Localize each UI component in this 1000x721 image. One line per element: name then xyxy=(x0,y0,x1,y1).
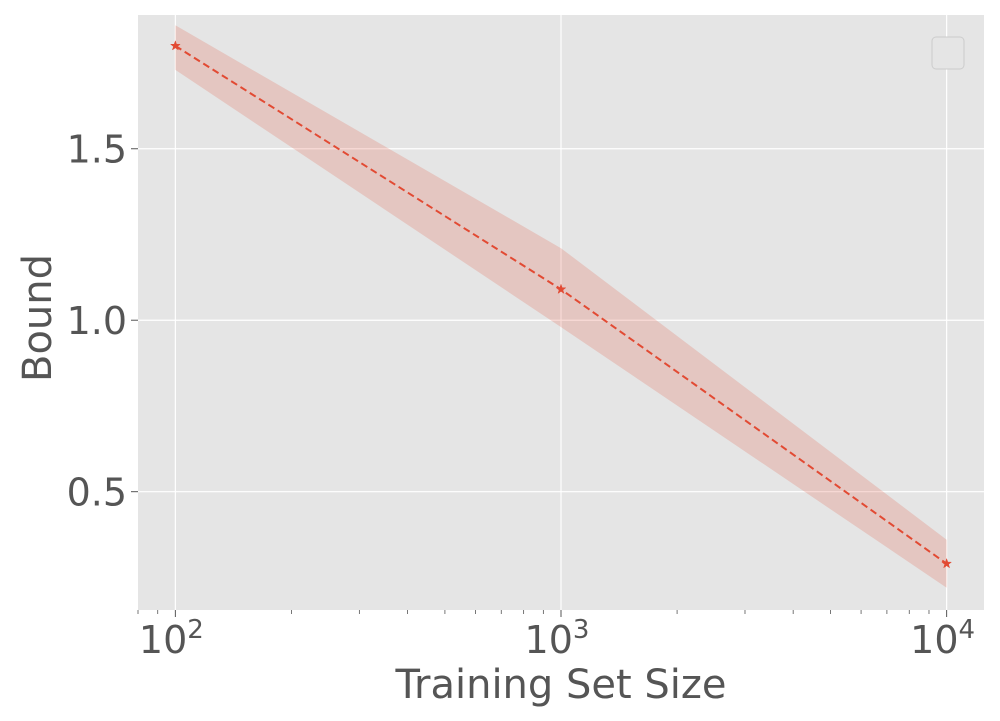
series-layer xyxy=(169,25,953,588)
data-point-star xyxy=(169,40,181,51)
confidence-band xyxy=(175,25,947,588)
data-point-star xyxy=(941,557,953,569)
y-tick-label: 0.5 xyxy=(67,471,127,515)
legend-box xyxy=(931,36,965,70)
x-tick-base: 10 xyxy=(139,618,187,662)
x-tick-exponent: 4 xyxy=(959,615,976,645)
x-tick-base: 10 xyxy=(525,618,573,662)
x-tick-base: 10 xyxy=(910,618,958,662)
x-axis-label: Training Set Size xyxy=(394,662,726,708)
x-tick-label: 103 xyxy=(525,615,590,662)
y-tick-label: 1.5 xyxy=(67,128,127,172)
x-tick-label: 102 xyxy=(139,615,204,662)
x-tick-exponent: 2 xyxy=(187,615,204,645)
data-point-star xyxy=(555,283,567,295)
gridlines xyxy=(138,15,984,610)
axis-ticks xyxy=(131,148,948,617)
y-tick-label: 1.0 xyxy=(67,299,127,343)
y-axis-label: Bound xyxy=(15,254,61,382)
x-tick-exponent: 3 xyxy=(573,615,590,645)
x-tick-label: 104 xyxy=(910,615,975,662)
